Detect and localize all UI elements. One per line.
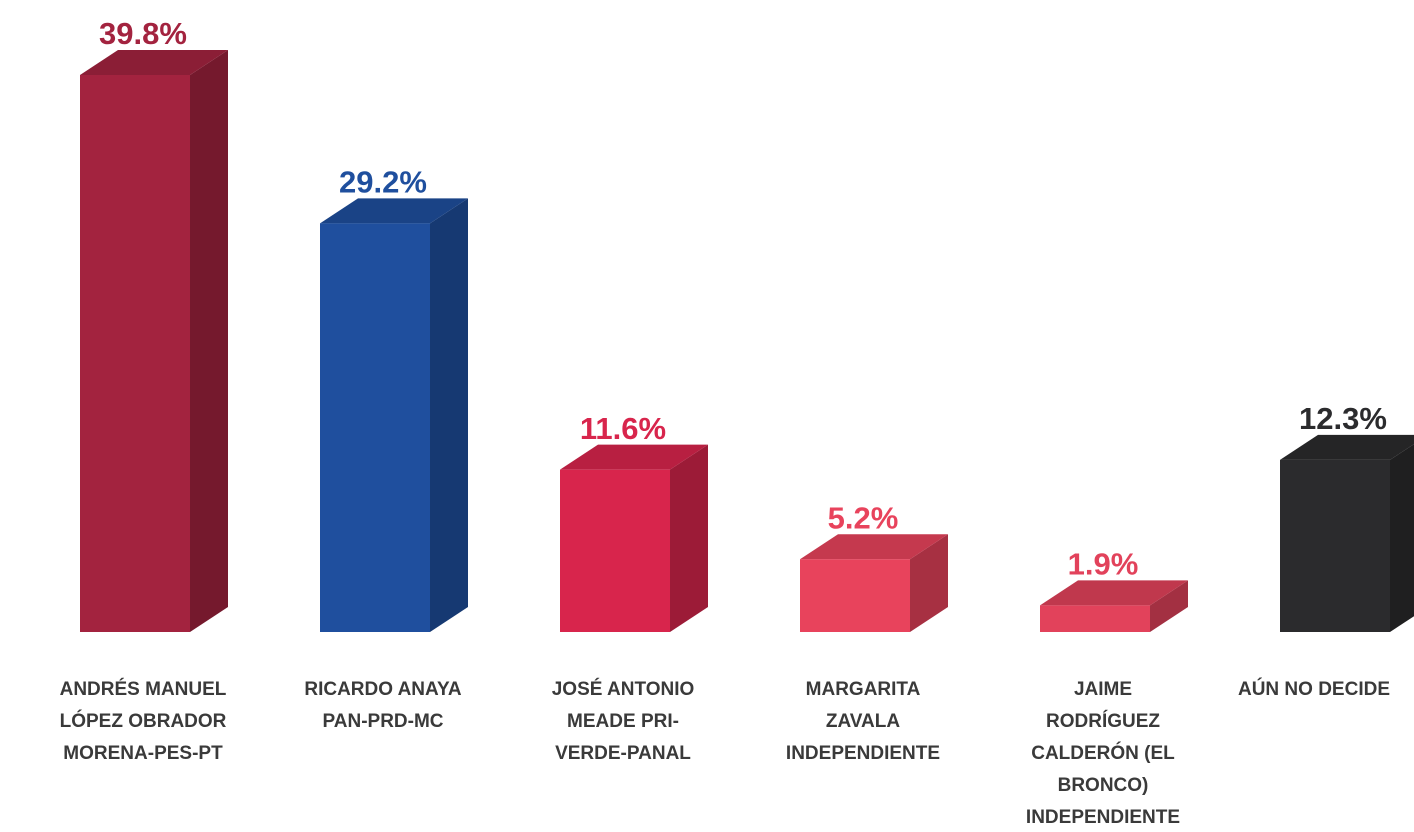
category-label: CALDERÓN (EL — [1031, 742, 1175, 764]
category-label: ZAVALA — [826, 711, 901, 732]
value-label: 11.6% — [580, 411, 666, 446]
category-label: INDEPENDIENTE — [1026, 807, 1180, 828]
bar — [320, 223, 430, 632]
category-label: INDEPENDIENTE — [786, 743, 940, 764]
category-label: VERDE-PANAL — [555, 743, 691, 764]
bar-top — [1040, 580, 1188, 606]
category-label: PAN-PRD-MC — [322, 711, 443, 732]
bar-top — [80, 50, 228, 75]
bar-side — [910, 534, 948, 632]
bar — [1280, 459, 1390, 632]
bar — [80, 75, 190, 632]
value-label: 12.3% — [1299, 401, 1387, 436]
value-label: 1.9% — [1068, 547, 1139, 582]
bar-top — [560, 444, 708, 470]
category-label: RICARDO ANAYA — [304, 679, 462, 700]
bar-top — [1280, 434, 1414, 460]
category-label: JOSÉ ANTONIO — [552, 678, 695, 700]
category-label: RODRÍGUEZ — [1046, 710, 1160, 732]
category-label: BRONCO) — [1058, 775, 1149, 796]
bar-side — [1150, 580, 1188, 632]
value-label: 5.2% — [828, 500, 899, 535]
bar-top — [800, 534, 948, 560]
bar-side — [190, 50, 228, 632]
bar-side — [1390, 444, 1414, 632]
category-label: ANDRÉS MANUEL — [60, 678, 227, 700]
category-label: MEADE PRI- — [567, 711, 679, 732]
bar-side — [670, 444, 708, 632]
bar — [1040, 605, 1150, 632]
bar-top — [320, 198, 468, 224]
bar-side — [430, 198, 468, 632]
bar — [800, 559, 910, 632]
category-label: MARGARITA — [806, 679, 921, 700]
category-label: JAIME — [1074, 679, 1132, 700]
bar — [560, 469, 670, 632]
category-label: MORENA-PES-PT — [63, 743, 223, 764]
category-label: AÚN NO DECIDE — [1238, 678, 1390, 700]
category-label: LÓPEZ OBRADOR — [60, 710, 227, 732]
value-label: 29.2% — [339, 165, 427, 200]
value-label: 39.8% — [99, 16, 187, 51]
